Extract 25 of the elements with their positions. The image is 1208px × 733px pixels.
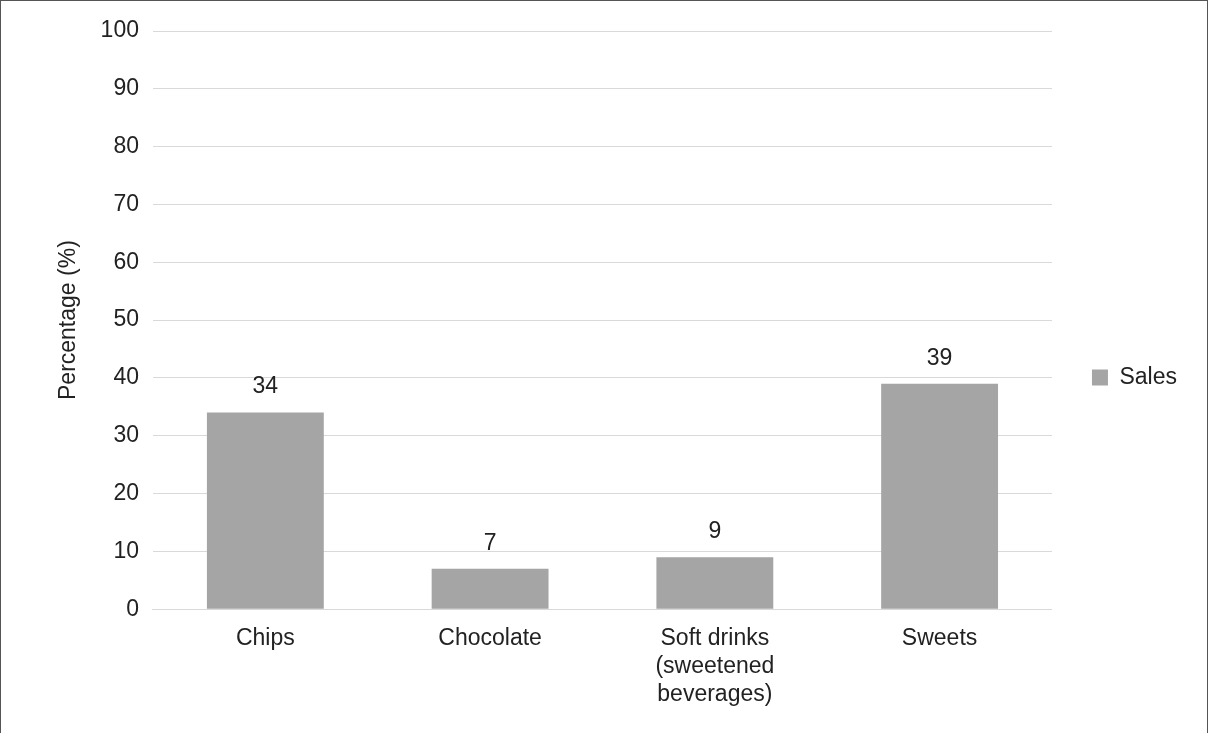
x-tick-label: Chips [235,624,295,651]
data-label: 34 [252,372,279,399]
data-label: 9 [708,517,722,544]
bar [431,568,549,609]
y-tick-label: 40 [113,363,139,390]
y-tick-label: 20 [113,478,139,505]
x-tick-label: Chocolate [438,624,542,651]
legend-label: Sales [1119,362,1178,389]
y-tick-label: 100 [100,16,139,43]
y-tick-label: 80 [113,131,139,158]
x-tick-label: Sweets [901,624,978,651]
bar [656,557,774,609]
y-tick-label: 70 [113,189,139,216]
y-tick-label: 90 [113,74,139,101]
y-tick-label: 60 [113,247,139,274]
y-axis-title: Percentage (%) [54,240,81,401]
bar [206,412,324,609]
y-tick-label: 30 [113,421,139,448]
y-tick-label: 0 [126,594,139,621]
y-tick-label: 10 [113,536,139,563]
data-label: 7 [483,528,497,555]
x-tick-label: Soft drinks (sweetened beverages) [655,624,775,706]
bar [881,383,999,609]
data-label: 39 [926,343,953,370]
y-tick-label: 50 [113,305,139,332]
